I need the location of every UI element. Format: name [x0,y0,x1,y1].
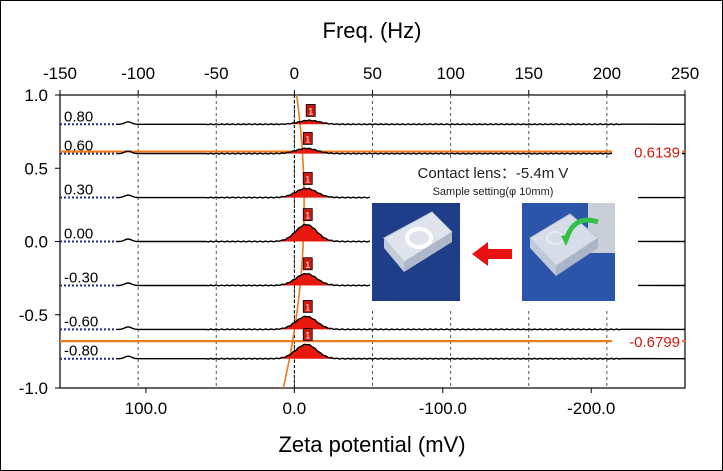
position-label: -0.30 [64,269,98,286]
peak-marker [305,104,316,117]
spectrum-trace [116,315,686,331]
top-axis-tick-label: -50 [204,64,229,83]
top-axis-tick-label: 200 [593,64,621,83]
y-axis-tick-label: 1.0 [24,86,48,105]
peak-marker [302,131,313,145]
position-label: 0.00 [64,226,93,243]
peak-fill [267,316,345,330]
top-axis-tick-label: -100 [121,64,155,83]
peak-marker-label: 1 [305,211,310,221]
y-axis-tick-label: 0.5 [24,159,48,178]
sample-photo-right [522,203,615,301]
peak-marker [302,327,313,341]
top-axis-tick-label: 0 [290,64,299,83]
inset-title: Contact lens：-5.4m V [418,165,569,182]
peak-fill [267,344,345,360]
y-axis-tick-label: -0.5 [19,306,48,325]
top-axis-tick-label: -150 [43,64,77,83]
boundary-label-bg [612,331,682,352]
top-axis-title: Freq. (Hz) [323,18,422,43]
red-arrow-icon [472,242,512,266]
bottom-axis-title: Zeta potential (mV) [278,432,465,457]
top-axis-tick-label: 150 [515,64,543,83]
bottom-axis-tick-label: -100.0 [419,399,467,418]
position-label: 0.80 [64,108,93,125]
boundary-label: 0.6139 [634,145,680,162]
boundary-label-bg [612,141,682,162]
boundary-label: -0.6799 [629,334,680,351]
bottom-axis-tick-label: -200.0 [567,399,615,418]
peak-fill [267,224,345,242]
spectrum-trace [116,343,686,360]
bottom-axis-tick-label: 100.0 [125,399,168,418]
peak-marker-label: 1 [305,330,310,340]
lens-ring-icon [405,227,433,249]
peak-marker-label: 1 [305,260,310,270]
position-label: -0.80 [64,343,98,360]
top-axis-tick-label: 100 [436,64,464,83]
bottom-axis-tick-label: 0.0 [283,399,307,418]
peak-marker-label: 1 [305,302,310,312]
y-axis-tick-label: 0.0 [24,233,48,252]
peak-fill [267,188,345,198]
position-label: 0.60 [64,138,93,155]
spectrum-trace [116,147,686,155]
peak-marker-label: 1 [305,174,310,184]
peak-marker [302,172,313,185]
peak-fill [267,273,345,286]
peak-marker-label: 1 [308,106,313,116]
inset-subtitle: Sample setting(φ 10mm) [433,186,554,198]
peak-marker-label: 1 [305,134,310,144]
peak-marker [302,299,313,313]
y-axis-tick-label: -1.0 [19,379,48,398]
peak-marker [302,257,313,271]
top-axis-tick-label: 50 [363,64,382,83]
peak-marker [302,208,313,222]
inset-panel: Contact lens：-5.4m V Sample setting(φ 10… [370,158,638,308]
peak-fill [270,120,348,125]
top-axis-tick-label: 250 [671,64,699,83]
sample-photo-left [372,203,460,301]
spectrum-trace [116,119,686,126]
position-label: -0.60 [64,313,98,330]
position-label: 0.30 [64,182,93,199]
